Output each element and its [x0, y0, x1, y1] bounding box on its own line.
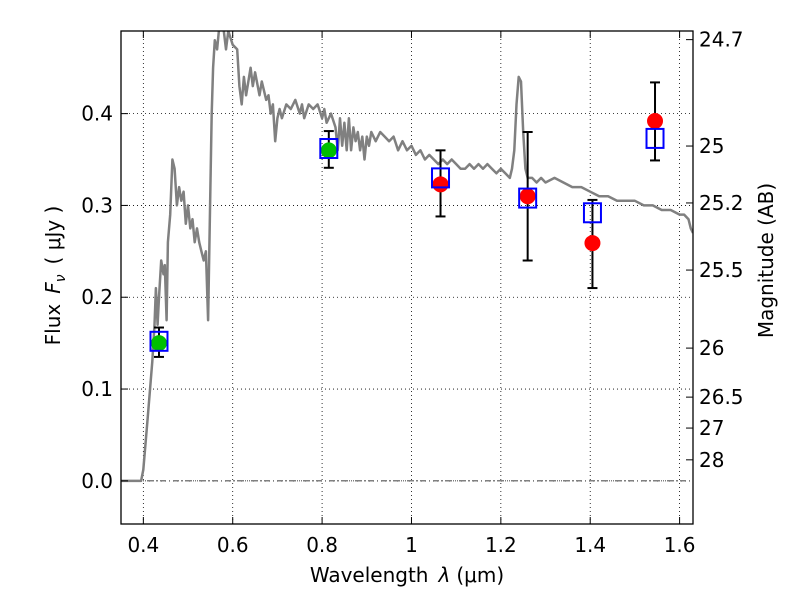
model-point: [431, 167, 451, 189]
x-tick-label: 0.8: [306, 533, 338, 557]
model-point: [149, 330, 169, 352]
data-point: [519, 188, 536, 205]
model-point: [518, 187, 538, 209]
x-axis-label: Wavelength λ (μm): [310, 563, 504, 587]
x-tick-label: 1.4: [574, 533, 606, 557]
x-tick-label: 0.6: [217, 533, 249, 557]
y2-tick-label: 26.5: [699, 385, 744, 409]
y2-tick-label: 24.7: [699, 28, 744, 52]
grid: [121, 31, 693, 524]
data-point: [150, 335, 167, 352]
y-tick-label: 0.0: [81, 469, 113, 493]
data-point: [432, 176, 449, 193]
spectrum-line: [121, 31, 693, 483]
x-tick-label: 1: [405, 533, 418, 557]
y2-tick-label: 27: [699, 416, 724, 440]
x-tick-label: 1.6: [664, 533, 696, 557]
plot-area: [121, 31, 693, 483]
y-tick-label: 0.2: [81, 285, 113, 309]
y2-tick-label: 25.2: [699, 191, 744, 215]
y-tick-label: 0.3: [81, 193, 113, 217]
data-point: [584, 235, 601, 252]
plot-frame: [120, 30, 694, 525]
model-point: [645, 127, 665, 149]
ticks: 0.4 0.6 0.8 1 1.2 1.4 1.6 0.0 0.1 0.2 0.3 0.4 24.7 25…: [81, 28, 743, 557]
x-tick-label: 0.4: [127, 533, 159, 557]
y2-tick-label: 28: [699, 448, 724, 472]
model-point: [582, 202, 602, 224]
y-axis-label: FluxFν( μJy ): [41, 206, 69, 346]
x-tick-label: 1.2: [485, 533, 517, 557]
y2-axis-label: Magnitude (AB): [754, 183, 778, 338]
y-tick-label: 0.4: [81, 102, 113, 126]
data-point: [320, 142, 337, 159]
y2-tick-label: 25.5: [699, 258, 744, 282]
y-tick-label: 0.1: [81, 377, 113, 401]
y2-tick-label: 26: [699, 336, 724, 360]
model-point: [319, 138, 339, 160]
y2-tick-label: 25: [699, 134, 724, 158]
data-point: [647, 112, 664, 129]
